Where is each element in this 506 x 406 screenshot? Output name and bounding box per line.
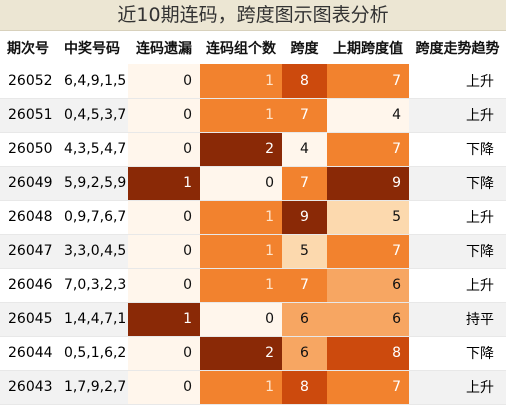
cell-nums: 3,3,0,4,5 [56, 234, 128, 269]
cell-groups: 0 [200, 166, 282, 201]
cell-span: 4 [282, 132, 327, 167]
table-row: 26044 0,5,1,6,2 0 2 6 8 下降 [0, 336, 506, 371]
cell-trend: 上升 [409, 268, 506, 303]
cell-issue: 26049 [0, 166, 56, 201]
cell-prev-span: 4 [327, 98, 409, 133]
header-prev-span: 上期跨度值 [327, 31, 409, 64]
cell-issue: 26051 [0, 98, 56, 133]
cell-prev-span: 7 [327, 64, 409, 99]
page-title: 近10期连码，跨度图示图表分析 [0, 0, 506, 31]
cell-miss: 0 [128, 336, 200, 371]
cell-groups: 0 [200, 302, 282, 337]
cell-prev-span: 6 [327, 302, 409, 337]
cell-groups: 1 [200, 234, 282, 269]
cell-span: 6 [282, 302, 327, 337]
cell-trend: 持平 [409, 302, 506, 337]
cell-nums: 5,9,2,5,9 [56, 166, 128, 201]
cell-nums: 0,4,5,3,7 [56, 98, 128, 133]
cell-prev-span: 7 [327, 234, 409, 269]
cell-groups: 1 [200, 200, 282, 235]
cell-miss: 0 [128, 200, 200, 235]
cell-miss: 0 [128, 98, 200, 133]
cell-trend: 下降 [409, 234, 506, 269]
cell-issue: 26046 [0, 268, 56, 303]
header-groups: 连码组个数 [200, 31, 282, 64]
cell-prev-span: 7 [327, 132, 409, 167]
cell-groups: 1 [200, 98, 282, 133]
cell-nums: 4,3,5,4,7 [56, 132, 128, 167]
cell-span: 9 [282, 200, 327, 235]
table-row: 26050 4,3,5,4,7 0 2 4 7 下降 [0, 132, 506, 167]
cell-groups: 1 [200, 268, 282, 303]
cell-miss: 1 [128, 302, 200, 337]
cell-prev-span: 5 [327, 200, 409, 235]
analysis-table: 期次号 中奖号码 连码遗漏 连码组个数 跨度 上期跨度值 跨度走势趋势 2605… [0, 31, 506, 405]
cell-issue: 26047 [0, 234, 56, 269]
cell-nums: 1,4,4,7,1 [56, 302, 128, 337]
cell-trend: 下降 [409, 336, 506, 371]
cell-span: 5 [282, 234, 327, 269]
cell-groups: 2 [200, 132, 282, 167]
table-row: 26051 0,4,5,3,7 0 1 7 4 上升 [0, 98, 506, 133]
cell-prev-span: 8 [327, 336, 409, 371]
cell-prev-span: 7 [327, 370, 409, 405]
table-header-row: 期次号 中奖号码 连码遗漏 连码组个数 跨度 上期跨度值 跨度走势趋势 [0, 31, 506, 64]
cell-issue: 26043 [0, 370, 56, 405]
cell-prev-span: 6 [327, 268, 409, 303]
cell-issue: 26045 [0, 302, 56, 337]
cell-miss: 0 [128, 234, 200, 269]
cell-nums: 1,7,9,2,7 [56, 370, 128, 405]
cell-miss: 0 [128, 132, 200, 167]
table-row: 26052 6,4,9,1,5 0 1 8 7 上升 [0, 64, 506, 99]
cell-nums: 6,4,9,1,5 [56, 64, 128, 99]
header-miss: 连码遗漏 [128, 31, 200, 64]
cell-miss: 0 [128, 268, 200, 303]
cell-issue: 26050 [0, 132, 56, 167]
cell-miss: 0 [128, 64, 200, 99]
cell-trend: 下降 [409, 132, 506, 167]
cell-trend: 下降 [409, 166, 506, 201]
header-trend: 跨度走势趋势 [409, 31, 506, 64]
cell-issue: 26052 [0, 64, 56, 99]
cell-span: 7 [282, 268, 327, 303]
cell-span: 6 [282, 336, 327, 371]
cell-span: 7 [282, 98, 327, 133]
cell-trend: 上升 [409, 64, 506, 99]
cell-miss: 1 [128, 166, 200, 201]
cell-trend: 上升 [409, 200, 506, 235]
table-row: 26049 5,9,2,5,9 1 0 7 9 下降 [0, 166, 506, 201]
table-row: 26047 3,3,0,4,5 0 1 5 7 下降 [0, 234, 506, 269]
cell-nums: 7,0,3,2,3 [56, 268, 128, 303]
header-nums: 中奖号码 [56, 31, 128, 64]
cell-miss: 0 [128, 370, 200, 405]
table-row: 26043 1,7,9,2,7 0 1 8 7 上升 [0, 370, 506, 405]
cell-span: 8 [282, 64, 327, 99]
cell-groups: 1 [200, 64, 282, 99]
table-row: 26046 7,0,3,2,3 0 1 7 6 上升 [0, 268, 506, 303]
cell-groups: 2 [200, 336, 282, 371]
cell-issue: 26048 [0, 200, 56, 235]
cell-prev-span: 9 [327, 166, 409, 201]
cell-nums: 0,5,1,6,2 [56, 336, 128, 371]
cell-span: 8 [282, 370, 327, 405]
cell-groups: 1 [200, 370, 282, 405]
cell-span: 7 [282, 166, 327, 201]
cell-trend: 上升 [409, 370, 506, 405]
header-span: 跨度 [282, 31, 327, 64]
cell-nums: 0,9,7,6,7 [56, 200, 128, 235]
header-issue: 期次号 [0, 31, 56, 64]
cell-trend: 上升 [409, 98, 506, 133]
table-body: 26052 6,4,9,1,5 0 1 8 7 上升 26051 0,4,5,3,7 0 1 7 4 上升… [0, 64, 506, 405]
cell-issue: 26044 [0, 336, 56, 371]
table-row: 26045 1,4,4,7,1 1 0 6 6 持平 [0, 302, 506, 337]
table-row: 26048 0,9,7,6,7 0 1 9 5 上升 [0, 200, 506, 235]
